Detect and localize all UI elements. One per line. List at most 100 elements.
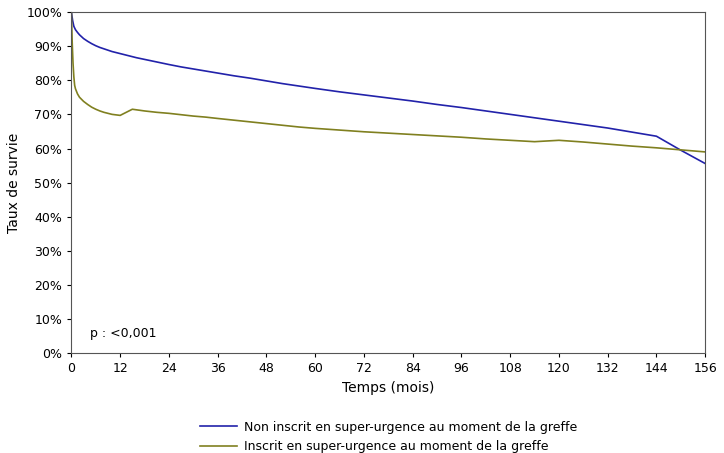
Non inscrit en super-urgence au moment de la greffe: [701, 161, 710, 166]
Non inscrit en super-urgence au moment de la greffe: [652, 134, 661, 139]
Inscrit en super-urgence au moment de la greffe: [91, 106, 100, 112]
Inscrit en super-urgence au moment de la greffe: [652, 145, 661, 150]
Non inscrit en super-urgence au moment de la greffe: [408, 98, 417, 104]
Inscrit en super-urgence au moment de la greffe: [128, 106, 137, 112]
Non inscrit en super-urgence au moment de la greffe: [335, 89, 344, 95]
Inscrit en super-urgence au moment de la greffe: [201, 114, 210, 120]
Inscrit en super-urgence au moment de la greffe: [530, 139, 539, 145]
Inscrit en super-urgence au moment de la greffe: [88, 105, 96, 110]
Inscrit en super-urgence au moment de la greffe: [506, 138, 515, 143]
Non inscrit en super-urgence au moment de la greffe: [603, 125, 612, 131]
Non inscrit en super-urgence au moment de la greffe: [457, 105, 466, 110]
X-axis label: Temps (mois): Temps (mois): [342, 381, 434, 395]
Non inscrit en super-urgence au moment de la greffe: [262, 78, 271, 84]
Inscrit en super-urgence au moment de la greffe: [628, 144, 636, 149]
Non inscrit en super-urgence au moment de la greffe: [148, 58, 157, 64]
Inscrit en super-urgence au moment de la greffe: [457, 135, 466, 140]
Inscrit en super-urgence au moment de la greffe: [262, 121, 271, 126]
Inscrit en super-urgence au moment de la greffe: [311, 125, 319, 131]
Non inscrit en super-urgence au moment de la greffe: [177, 64, 185, 70]
Y-axis label: Taux de survie: Taux de survie: [7, 133, 21, 233]
Inscrit en super-urgence au moment de la greffe: [96, 108, 104, 114]
Inscrit en super-urgence au moment de la greffe: [71, 86, 80, 92]
Non inscrit en super-urgence au moment de la greffe: [278, 81, 287, 87]
Inscrit en super-urgence au moment de la greffe: [177, 112, 185, 117]
Non inscrit en super-urgence au moment de la greffe: [68, 18, 77, 23]
Inscrit en super-urgence au moment de la greffe: [75, 95, 84, 100]
Inscrit en super-urgence au moment de la greffe: [214, 116, 222, 121]
Non inscrit en super-urgence au moment de la greffe: [384, 95, 392, 101]
Non inscrit en super-urgence au moment de la greffe: [433, 102, 442, 107]
Non inscrit en super-urgence au moment de la greffe: [73, 30, 82, 35]
Non inscrit en super-urgence au moment de la greffe: [100, 46, 109, 52]
Non inscrit en super-urgence au moment de la greffe: [71, 27, 80, 33]
Inscrit en super-urgence au moment de la greffe: [79, 99, 88, 104]
Inscrit en super-urgence au moment de la greffe: [481, 136, 490, 142]
Non inscrit en super-urgence au moment de la greffe: [360, 92, 369, 98]
Non inscrit en super-urgence au moment de la greffe: [108, 49, 117, 54]
Text: p : <0,001: p : <0,001: [90, 327, 157, 340]
Inscrit en super-urgence au moment de la greffe: [69, 60, 77, 66]
Inscrit en super-urgence au moment de la greffe: [676, 147, 685, 153]
Non inscrit en super-urgence au moment de la greffe: [79, 36, 88, 41]
Non inscrit en super-urgence au moment de la greffe: [96, 45, 104, 50]
Non inscrit en super-urgence au moment de la greffe: [124, 53, 132, 58]
Inscrit en super-urgence au moment de la greffe: [140, 108, 149, 114]
Inscrit en super-urgence au moment de la greffe: [579, 140, 588, 145]
Non inscrit en super-urgence au moment de la greffe: [311, 86, 319, 91]
Non inscrit en super-urgence au moment de la greffe: [246, 76, 255, 81]
Inscrit en super-urgence au moment de la greffe: [104, 111, 112, 116]
Line: Non inscrit en super-urgence au moment de la greffe: Non inscrit en super-urgence au moment d…: [72, 12, 705, 164]
Non inscrit en super-urgence au moment de la greffe: [164, 62, 173, 67]
Non inscrit en super-urgence au moment de la greffe: [628, 130, 636, 135]
Inscrit en super-urgence au moment de la greffe: [246, 119, 255, 125]
Inscrit en super-urgence au moment de la greffe: [70, 74, 78, 80]
Inscrit en super-urgence au moment de la greffe: [116, 113, 125, 118]
Non inscrit en super-urgence au moment de la greffe: [481, 108, 490, 114]
Inscrit en super-urgence au moment de la greffe: [335, 127, 344, 133]
Inscrit en super-urgence au moment de la greffe: [360, 129, 369, 135]
Inscrit en super-urgence au moment de la greffe: [230, 117, 238, 123]
Inscrit en super-urgence au moment de la greffe: [384, 130, 392, 136]
Inscrit en super-urgence au moment de la greffe: [68, 40, 77, 45]
Non inscrit en super-urgence au moment de la greffe: [156, 60, 165, 66]
Inscrit en super-urgence au moment de la greffe: [555, 138, 563, 143]
Non inscrit en super-urgence au moment de la greffe: [111, 50, 120, 55]
Inscrit en super-urgence au moment de la greffe: [295, 124, 303, 130]
Inscrit en super-urgence au moment de la greffe: [433, 133, 442, 139]
Non inscrit en super-urgence au moment de la greffe: [67, 9, 76, 14]
Inscrit en super-urgence au moment de la greffe: [189, 113, 198, 119]
Non inscrit en super-urgence au moment de la greffe: [132, 55, 140, 60]
Inscrit en super-urgence au moment de la greffe: [70, 82, 79, 88]
Non inscrit en super-urgence au moment de la greffe: [116, 51, 125, 56]
Non inscrit en super-urgence au moment de la greffe: [91, 43, 100, 48]
Line: Inscrit en super-urgence au moment de la greffe: Inscrit en super-urgence au moment de la…: [72, 12, 705, 152]
Inscrit en super-urgence au moment de la greffe: [164, 111, 173, 116]
Non inscrit en super-urgence au moment de la greffe: [83, 39, 92, 44]
Inscrit en super-urgence au moment de la greffe: [83, 102, 92, 107]
Non inscrit en super-urgence au moment de la greffe: [579, 122, 588, 127]
Inscrit en super-urgence au moment de la greffe: [152, 110, 161, 115]
Inscrit en super-urgence au moment de la greffe: [100, 110, 109, 115]
Non inscrit en super-urgence au moment de la greffe: [676, 148, 685, 153]
Non inscrit en super-urgence au moment de la greffe: [75, 32, 84, 38]
Inscrit en super-urgence au moment de la greffe: [67, 9, 76, 14]
Inscrit en super-urgence au moment de la greffe: [701, 149, 710, 154]
Non inscrit en super-urgence au moment de la greffe: [88, 41, 96, 46]
Non inscrit en super-urgence au moment de la greffe: [555, 119, 563, 124]
Inscrit en super-urgence au moment de la greffe: [408, 132, 417, 137]
Non inscrit en super-urgence au moment de la greffe: [530, 115, 539, 120]
Non inscrit en super-urgence au moment de la greffe: [295, 83, 303, 89]
Non inscrit en super-urgence au moment de la greffe: [189, 66, 198, 72]
Non inscrit en super-urgence au moment de la greffe: [230, 73, 238, 78]
Legend: Non inscrit en super-urgence au moment de la greffe, Inscrit en super-urgence au: Non inscrit en super-urgence au moment d…: [200, 421, 577, 453]
Inscrit en super-urgence au moment de la greffe: [278, 123, 287, 128]
Non inscrit en super-urgence au moment de la greffe: [140, 57, 149, 62]
Non inscrit en super-urgence au moment de la greffe: [70, 24, 78, 29]
Non inscrit en super-urgence au moment de la greffe: [214, 70, 222, 76]
Non inscrit en super-urgence au moment de la greffe: [506, 111, 515, 117]
Non inscrit en super-urgence au moment de la greffe: [201, 68, 210, 74]
Non inscrit en super-urgence au moment de la greffe: [104, 48, 112, 53]
Inscrit en super-urgence au moment de la greffe: [108, 111, 117, 117]
Inscrit en super-urgence au moment de la greffe: [603, 141, 612, 147]
